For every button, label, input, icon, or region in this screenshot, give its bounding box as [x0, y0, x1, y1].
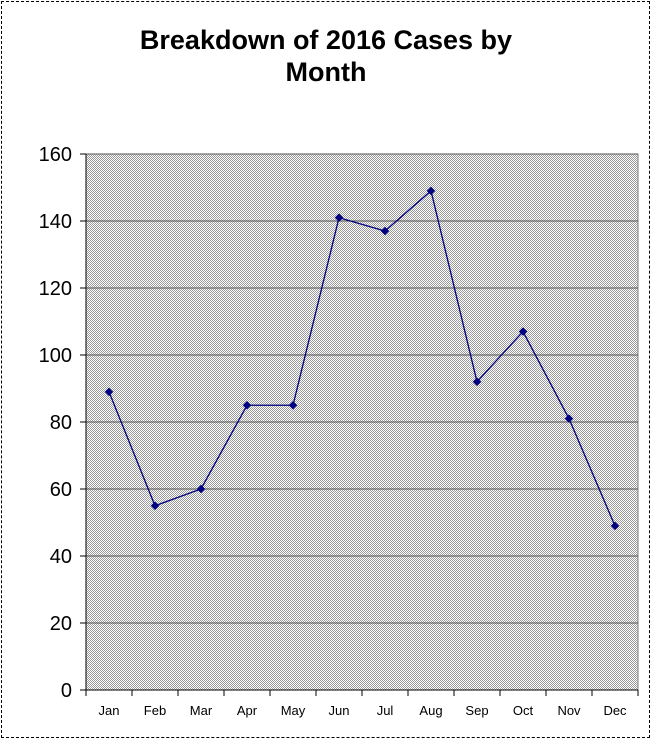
x-tick-label: Dec — [603, 703, 627, 718]
y-tick-label: 160 — [39, 144, 72, 166]
x-tick-label: May — [281, 703, 306, 718]
y-tick-label: 100 — [39, 345, 72, 367]
data-point — [288, 400, 298, 410]
chart-title: Breakdown of 2016 Cases by Month — [139, 25, 513, 87]
data-point — [380, 226, 390, 236]
x-tick-label: Jul — [377, 703, 394, 718]
axis-layer — [80, 153, 639, 696]
x-tick-label: Sep — [465, 703, 488, 718]
y-tick-label: 60 — [50, 479, 72, 501]
x-tick-label: Oct — [513, 703, 534, 718]
grid-layer — [86, 153, 638, 624]
data-point — [610, 521, 620, 531]
data-point — [242, 400, 252, 410]
x-tick-label: Jun — [329, 703, 350, 718]
data-point — [334, 213, 344, 223]
y-tick-label: 40 — [50, 546, 72, 568]
x-tick-label: Mar — [190, 703, 213, 718]
data-point — [150, 501, 160, 511]
x-tick-label: Feb — [144, 703, 166, 718]
series-layer — [104, 186, 620, 531]
y-tick-label: 20 — [50, 613, 72, 635]
data-point — [518, 327, 528, 336]
x-tick-label: Aug — [419, 703, 442, 718]
x-tick-label: Jan — [99, 703, 120, 718]
data-point — [472, 377, 482, 387]
label-layer: 0 20 40 60 80 100 120 140 160 Jan Feb Mar Apr May Jun J… — [39, 144, 627, 718]
x-tick-label: Nov — [557, 703, 581, 718]
y-tick-label: 0 — [61, 680, 72, 702]
y-tick-label: 80 — [50, 412, 72, 434]
x-tick-label: Apr — [237, 703, 258, 718]
data-point — [104, 387, 114, 397]
series-line — [108, 189, 616, 527]
data-point — [196, 484, 206, 494]
y-tick-label: 140 — [39, 211, 72, 233]
y-tick-label: 120 — [39, 278, 72, 300]
data-point — [426, 186, 436, 196]
data-point — [564, 414, 574, 424]
